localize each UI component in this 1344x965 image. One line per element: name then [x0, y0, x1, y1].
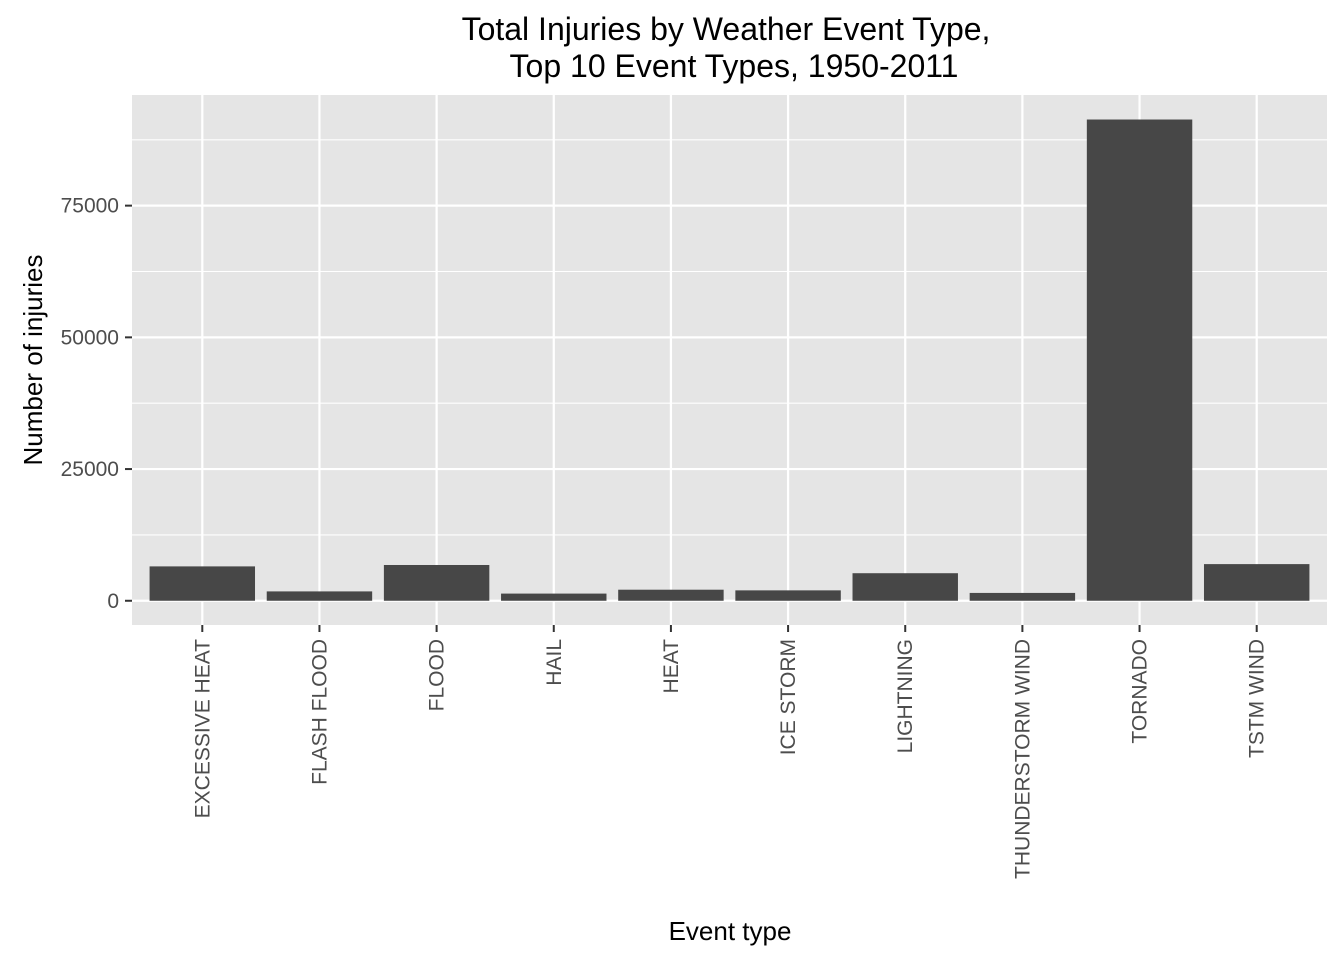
x-tick-label: ICE STORM	[777, 639, 800, 755]
x-tick-label: TSTM WIND	[1246, 639, 1269, 758]
x-tick-label: FLOOD	[426, 639, 449, 711]
y-tick-label: 50000	[61, 326, 119, 349]
bar-ice-storm	[735, 590, 841, 601]
y-tick-label: 75000	[61, 195, 119, 218]
x-axis: EXCESSIVE HEAT FLASH FLOOD FLOOD HAIL HEAT IC…	[191, 625, 1269, 879]
y-axis: 0 25000 50000 75000	[61, 195, 132, 613]
x-tick-label: TORNADO	[1129, 639, 1152, 744]
bar-excessive-heat	[149, 566, 256, 601]
bar-tornado	[1086, 119, 1193, 601]
x-tick-label: FLASH FLOOD	[308, 639, 331, 785]
y-axis-title: Number of injuries	[18, 255, 48, 466]
bar-flood	[383, 564, 490, 601]
x-axis-title: Event type	[669, 916, 792, 946]
x-tick-label: THUNDERSTORM WIND	[1011, 639, 1034, 879]
x-tick-label: EXCESSIVE HEAT	[191, 639, 214, 819]
y-tick-label: 0	[107, 590, 119, 613]
chart-title-line-2: Top 10 Event Types, 1950-2011	[510, 48, 959, 84]
bars	[149, 119, 1310, 601]
chart-title-line-1: Total Injuries by Weather Event Type,	[462, 11, 991, 47]
x-tick-label: HEAT	[660, 639, 683, 694]
bar-heat	[618, 589, 724, 601]
bar-tstm-wind	[1203, 564, 1310, 601]
bar-thunderstorm-wind	[969, 592, 1076, 601]
x-tick-label: HAIL	[543, 639, 566, 686]
chart-title: Total Injuries by Weather Event Type, To…	[462, 11, 991, 84]
bar-hail	[501, 593, 607, 601]
y-tick-label: 25000	[61, 458, 119, 481]
bar-flash-flood	[266, 591, 373, 601]
bar-lightning	[852, 573, 958, 601]
x-tick-label: LIGHTNING	[894, 639, 917, 753]
